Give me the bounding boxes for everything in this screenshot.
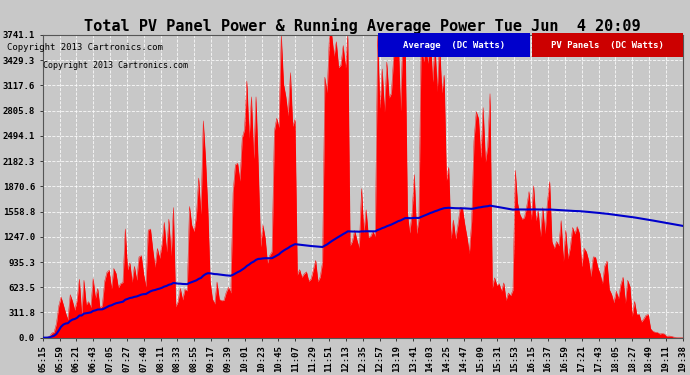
Text: PV Panels  (DC Watts): PV Panels (DC Watts) bbox=[551, 41, 664, 50]
Title: Total PV Panel Power & Running Average Power Tue Jun  4 20:09: Total PV Panel Power & Running Average P… bbox=[84, 18, 641, 34]
Text: Average  (DC Watts): Average (DC Watts) bbox=[402, 41, 504, 50]
Text: Copyright 2013 Cartronics.com: Copyright 2013 Cartronics.com bbox=[7, 43, 163, 52]
Text: Copyright 2013 Cartronics.com: Copyright 2013 Cartronics.com bbox=[43, 61, 188, 70]
